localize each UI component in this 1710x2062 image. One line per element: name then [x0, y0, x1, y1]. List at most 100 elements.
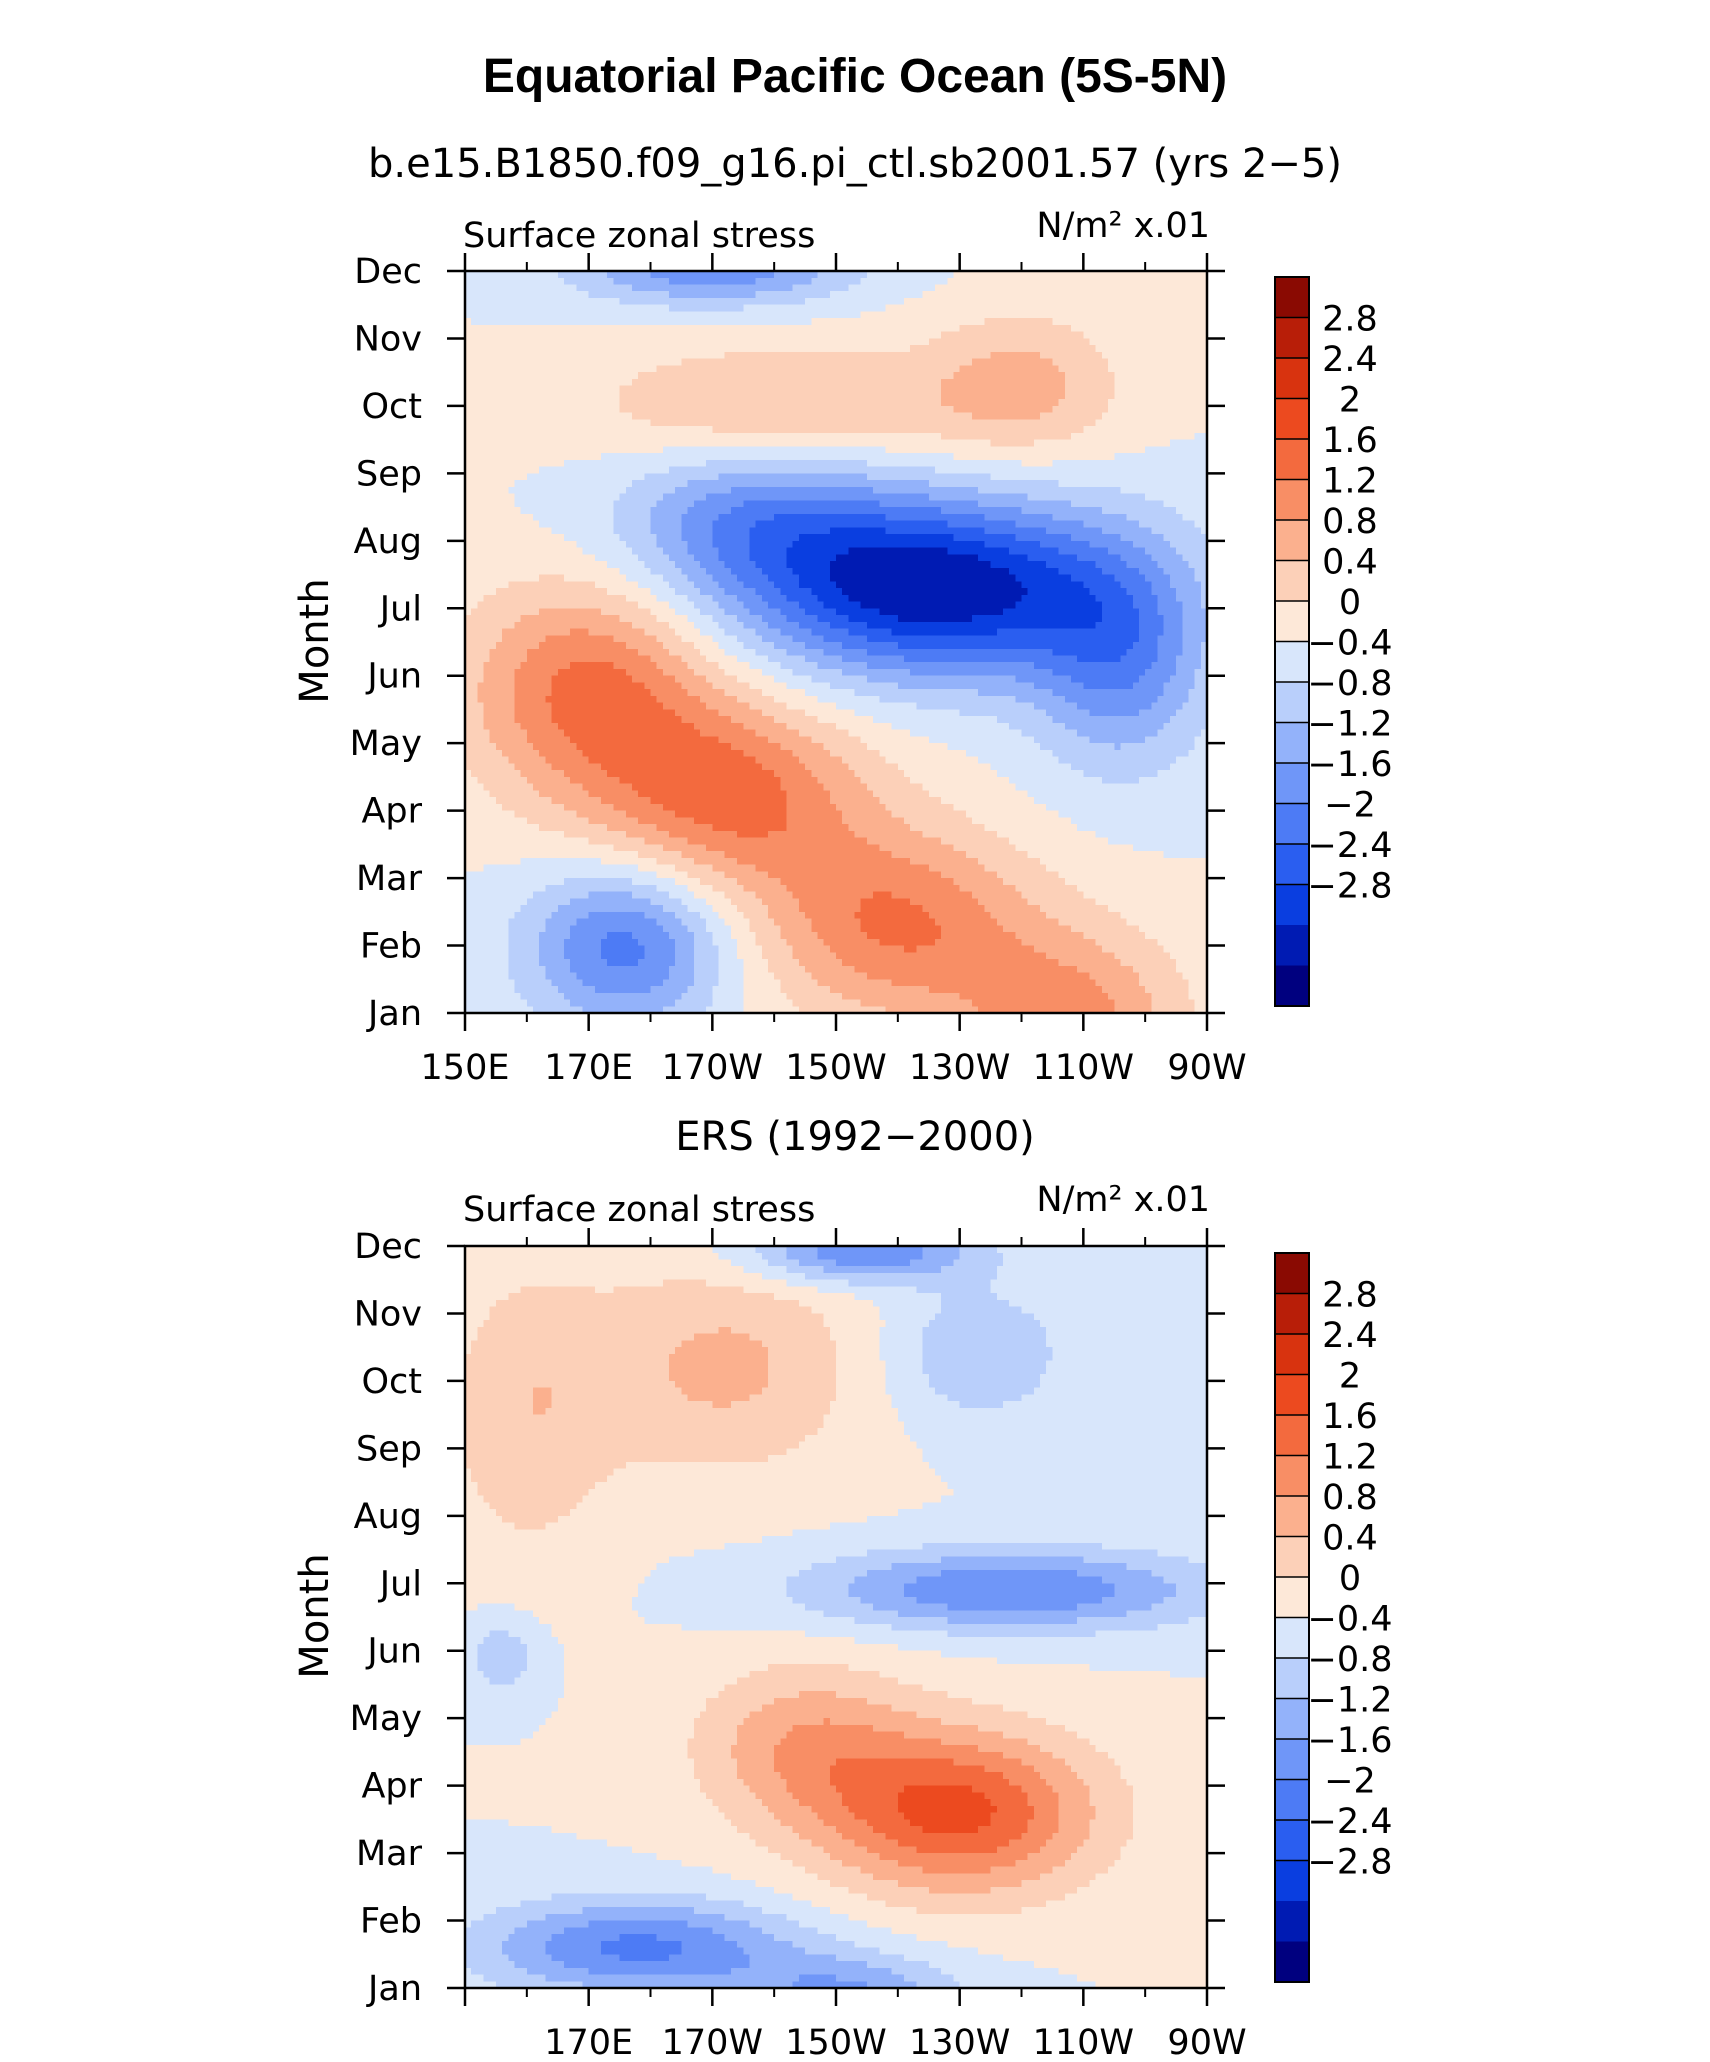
- contour-cell: [477, 494, 484, 501]
- contour-cell: [570, 446, 577, 453]
- contour-cell: [749, 541, 756, 548]
- contour-cell: [1188, 305, 1195, 312]
- contour-cell: [564, 352, 571, 359]
- contour-cell: [1040, 460, 1047, 467]
- contour-cell: [490, 298, 497, 305]
- contour-cell: [966, 372, 973, 379]
- contour-cell: [514, 359, 521, 366]
- contour-cell: [1133, 514, 1140, 521]
- contour-cell: [1108, 379, 1115, 386]
- contour-cell: [620, 453, 627, 460]
- contour-cell: [539, 379, 546, 386]
- contour-cell: [514, 467, 521, 474]
- contour-cell: [929, 460, 936, 467]
- contour-cell: [1077, 399, 1084, 406]
- contour-cell: [533, 453, 540, 460]
- contour-cell: [1065, 487, 1072, 494]
- contour-cell: [1022, 311, 1029, 318]
- contour-cell: [626, 291, 633, 298]
- contour-cell: [960, 527, 967, 534]
- contour-cell: [638, 446, 645, 453]
- contour-cell: [644, 480, 651, 487]
- contour-cell: [564, 386, 571, 393]
- contour-cell: [1034, 446, 1041, 453]
- contour-cell: [712, 338, 719, 345]
- contour-cell: [1139, 473, 1146, 480]
- contour-cell: [848, 413, 855, 420]
- contour-cell: [595, 406, 602, 413]
- contour-cell: [1176, 386, 1183, 393]
- contour-cell: [935, 298, 942, 305]
- contour-cell: [1071, 433, 1078, 440]
- contour-cell: [1108, 541, 1115, 548]
- contour-cell: [607, 500, 614, 507]
- contour-cell: [700, 291, 707, 298]
- contour-cell: [613, 278, 620, 285]
- contour-cell: [508, 467, 515, 474]
- contour-cell: [830, 392, 837, 399]
- contour-cell: [749, 413, 756, 420]
- contour-cell: [1102, 406, 1109, 413]
- contour-cell: [663, 419, 670, 426]
- contour-cell: [953, 527, 960, 534]
- contour-cell: [514, 433, 521, 440]
- contour-cell: [1114, 413, 1121, 420]
- contour-cell: [508, 541, 515, 548]
- contour-cell: [1158, 325, 1165, 332]
- contour-cell: [848, 460, 855, 467]
- contour-cell: [972, 467, 979, 474]
- contour-cell: [966, 527, 973, 534]
- contour-cell: [1046, 487, 1053, 494]
- contour-cell: [811, 372, 818, 379]
- contour-cell: [929, 453, 936, 460]
- contour-cell: [471, 473, 478, 480]
- contour-cell: [644, 548, 651, 555]
- contour-cell: [564, 419, 571, 426]
- contour-cell: [836, 548, 843, 555]
- contour-cell: [719, 453, 726, 460]
- contour-cell: [527, 440, 534, 447]
- contour-cell: [953, 365, 960, 372]
- contour-cell: [539, 372, 546, 379]
- contour-cell: [632, 453, 639, 460]
- contour-cell: [1040, 514, 1047, 521]
- contour-cell: [688, 453, 695, 460]
- contour-cell: [675, 548, 682, 555]
- contour-cell: [1195, 372, 1202, 379]
- contour-cell: [1182, 413, 1189, 420]
- contour-cell: [848, 359, 855, 366]
- contour-cell: [1127, 359, 1134, 366]
- contour-cell: [1120, 372, 1127, 379]
- contour-cell: [681, 345, 688, 352]
- contour-cell: [1158, 365, 1165, 372]
- contour-cell: [725, 305, 732, 312]
- contour-cell: [1003, 399, 1010, 406]
- contour-cell: [527, 332, 534, 339]
- contour-cell: [663, 338, 670, 345]
- contour-cell: [799, 311, 806, 318]
- contour-cell: [651, 386, 658, 393]
- contour-cell: [879, 507, 886, 514]
- contour-cell: [1145, 291, 1152, 298]
- contour-cell: [817, 494, 824, 501]
- contour-cell: [514, 372, 521, 379]
- contour-cell: [1195, 345, 1202, 352]
- contour-cell: [1182, 392, 1189, 399]
- contour-cell: [669, 494, 676, 501]
- contour-cell: [836, 332, 843, 339]
- contour-cell: [805, 392, 812, 399]
- contour-cell: [972, 433, 979, 440]
- contour-cell: [521, 325, 528, 332]
- contour-cell: [1133, 352, 1140, 359]
- contour-cell: [817, 419, 824, 426]
- contour-cell: [1188, 278, 1195, 285]
- contour-cell: [502, 325, 509, 332]
- contour-cell: [1003, 352, 1010, 359]
- contour-cell: [904, 399, 911, 406]
- contour-cell: [1059, 473, 1066, 480]
- contour-cell: [737, 473, 744, 480]
- contour-cell: [731, 460, 738, 467]
- contour-cell: [570, 440, 577, 447]
- contour-cell: [892, 338, 899, 345]
- contour-cell: [477, 446, 484, 453]
